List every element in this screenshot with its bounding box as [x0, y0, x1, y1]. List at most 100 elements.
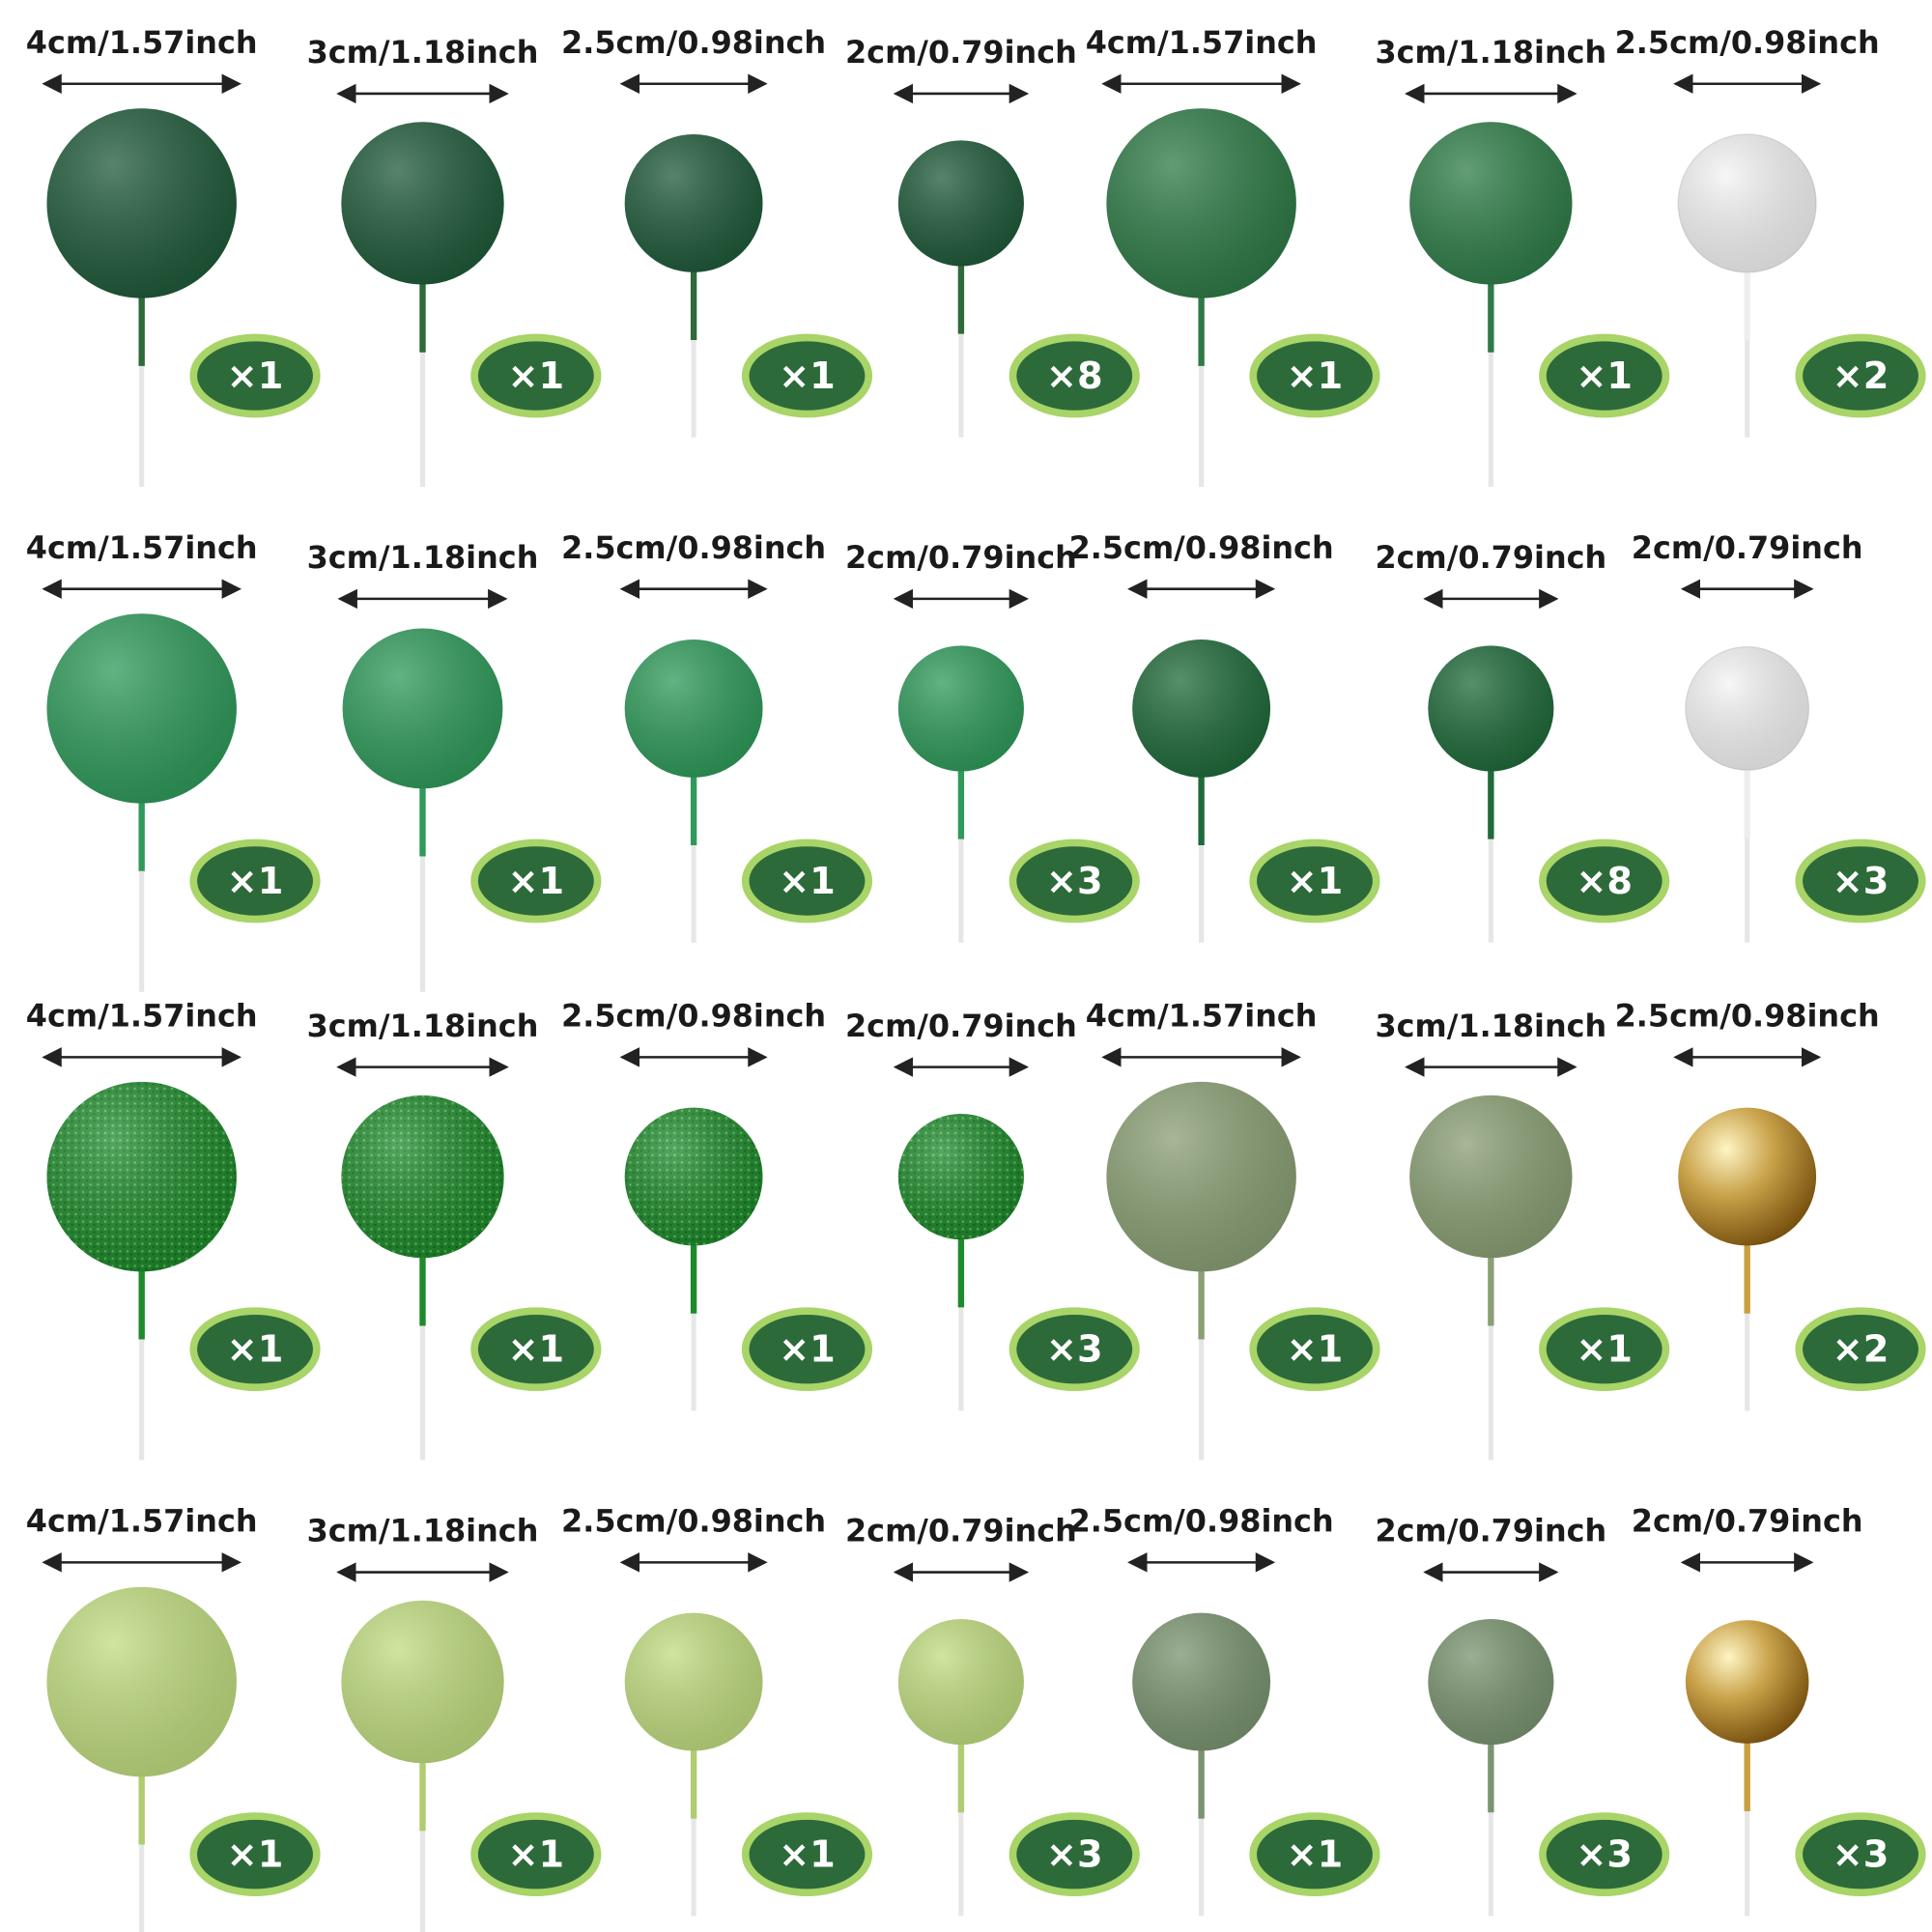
count-label: ×1 — [508, 860, 565, 903]
count-label: ×2 — [1833, 1328, 1889, 1372]
ball-shade — [1678, 134, 1817, 272]
size-label: 3cm/1.18inch — [1375, 1008, 1606, 1044]
topper-item: 2.5cm/0.98inch ×2 — [1615, 998, 1926, 1411]
topper-item: 2cm/0.79inch ×8 — [845, 34, 1140, 438]
ball-shade — [1132, 639, 1271, 778]
size-label: 2.5cm/0.98inch — [561, 1503, 826, 1540]
count-label: ×1 — [779, 1328, 836, 1372]
size-label: 2.5cm/0.98inch — [1069, 529, 1334, 566]
topper-item: 3cm/1.18inch ×1 — [307, 34, 602, 487]
size-label: 3cm/1.18inch — [307, 34, 539, 71]
ball-shade — [1685, 1620, 1809, 1744]
ball-shade — [1106, 108, 1296, 298]
count-label: ×1 — [227, 860, 284, 903]
size-label: 4cm/1.57inch — [1086, 24, 1318, 61]
count-label: ×1 — [1287, 1833, 1344, 1877]
ball-shade — [1106, 1081, 1296, 1272]
count-badge — [470, 838, 602, 923]
count-label: ×2 — [1833, 355, 1889, 398]
count-label: ×3 — [1833, 860, 1889, 903]
count-label: ×1 — [1287, 860, 1344, 903]
count-label: ×8 — [1046, 355, 1103, 398]
ball-shade — [624, 1612, 763, 1751]
size-label: 2cm/0.79inch — [845, 1513, 1077, 1549]
ball-shade — [897, 140, 1024, 267]
count-label: ×1 — [779, 860, 836, 903]
topper-item: 4cm/1.57inch ×1 — [1086, 24, 1380, 487]
count-badge — [741, 1307, 873, 1392]
topper-item: 4cm/1.57inch ×1 — [26, 1503, 321, 1932]
size-label: 2cm/0.79inch — [1632, 1503, 1863, 1540]
count-badge — [470, 1307, 602, 1392]
ball-shade — [624, 639, 763, 778]
count-label: ×1 — [1576, 1328, 1633, 1372]
count-badge — [1249, 838, 1380, 923]
ball-shade — [342, 628, 503, 789]
count-badge — [189, 1307, 321, 1392]
ball-shade — [1678, 1107, 1817, 1246]
count-label: ×1 — [508, 355, 565, 398]
count-label: ×1 — [227, 1833, 284, 1877]
size-label: 4cm/1.57inch — [26, 1503, 258, 1540]
topper-item: 2cm/0.79inch ×3 — [845, 539, 1140, 943]
count-label: ×1 — [1576, 355, 1633, 398]
topper-item: 3cm/1.18inch ×1 — [307, 539, 602, 992]
count-label: ×3 — [1576, 1833, 1633, 1877]
topper-item: 2.5cm/0.98inch ×1 — [561, 998, 873, 1411]
topper-item: 2.5cm/0.98inch ×1 — [1069, 529, 1380, 943]
count-label: ×1 — [779, 355, 836, 398]
size-label: 4cm/1.57inch — [26, 529, 258, 566]
ball-shade — [46, 1586, 237, 1777]
size-label: 4cm/1.57inch — [26, 998, 258, 1035]
ball-shade — [897, 1114, 1024, 1240]
count-badge — [189, 333, 321, 418]
size-label: 2cm/0.79inch — [845, 1008, 1077, 1044]
count-badge — [470, 1812, 602, 1897]
count-label: ×3 — [1046, 1833, 1103, 1877]
count-badge — [1539, 1307, 1670, 1392]
size-label: 4cm/1.57inch — [1086, 998, 1318, 1035]
size-label: 2.5cm/0.98inch — [1615, 998, 1880, 1035]
count-badge — [189, 1812, 321, 1897]
topper-item: 2cm/0.79inch ×3 — [1632, 529, 1926, 943]
topper-item: 2cm/0.79inch ×3 — [845, 1008, 1140, 1411]
topper-item: 4cm/1.57inch ×1 — [26, 24, 321, 487]
size-label: 3cm/1.18inch — [307, 1513, 539, 1549]
topper-item: 3cm/1.18inch ×1 — [307, 1513, 602, 1932]
topper-item: 4cm/1.57inch ×1 — [1086, 998, 1380, 1461]
size-label: 2.5cm/0.98inch — [1615, 24, 1880, 61]
count-badge — [1249, 333, 1380, 418]
ball-shade — [46, 108, 237, 298]
ball-shade — [1409, 1094, 1573, 1259]
count-badge — [1009, 333, 1140, 418]
topper-item: 2.5cm/0.98inch ×1 — [1069, 1503, 1380, 1917]
size-label: 3cm/1.18inch — [1375, 34, 1606, 71]
ball-shade — [1428, 1619, 1554, 1746]
size-label: 2cm/0.79inch — [845, 34, 1077, 71]
size-label: 2cm/0.79inch — [845, 539, 1077, 576]
count-label: ×1 — [1287, 355, 1344, 398]
count-label: ×3 — [1046, 1328, 1103, 1372]
ball-shade — [341, 1600, 504, 1764]
count-badge — [189, 838, 321, 923]
count-label: ×1 — [508, 1328, 565, 1372]
ball-shade — [1685, 646, 1809, 771]
topper-item: 2cm/0.79inch ×3 — [1632, 1503, 1926, 1917]
count-label: ×3 — [1833, 1833, 1889, 1877]
count-label: ×1 — [227, 355, 284, 398]
size-label: 2cm/0.79inch — [1375, 539, 1606, 576]
count-label: ×1 — [227, 1328, 284, 1372]
count-label: ×1 — [508, 1833, 565, 1877]
ball-shade — [897, 645, 1024, 772]
topper-item: 2cm/0.79inch ×8 — [1375, 539, 1670, 943]
count-label: ×8 — [1576, 860, 1633, 903]
topper-item: 2.5cm/0.98inch ×2 — [1615, 24, 1926, 438]
count-badge — [1009, 1307, 1140, 1392]
topper-item: 2cm/0.79inch ×3 — [845, 1513, 1140, 1917]
topper-item: 4cm/1.57inch ×1 — [26, 529, 321, 992]
topper-item: 3cm/1.18inch ×1 — [1375, 1008, 1670, 1461]
topper-item: 2.5cm/0.98inch ×1 — [561, 1503, 873, 1917]
topper-item: 2.5cm/0.98inch ×1 — [561, 529, 873, 943]
count-label: ×1 — [779, 1833, 836, 1877]
